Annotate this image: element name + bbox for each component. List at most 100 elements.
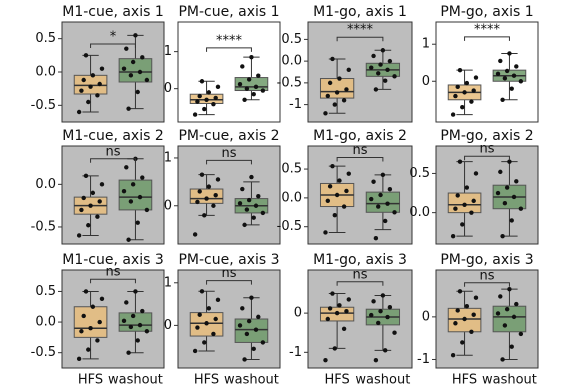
data-point (471, 312, 476, 317)
data-point (197, 189, 202, 194)
data-point (450, 233, 456, 239)
significance-bracket (206, 280, 252, 285)
data-point (240, 306, 245, 311)
y-tick-label: -0.5 (277, 75, 302, 90)
data-point (507, 286, 512, 292)
data-point (213, 316, 218, 322)
data-point (383, 348, 388, 353)
data-point (332, 346, 337, 351)
data-point (495, 311, 501, 316)
significance-label: ns (105, 144, 120, 159)
data-point (334, 90, 340, 95)
data-point (509, 344, 514, 349)
data-point (464, 80, 470, 86)
plot-background (177, 21, 281, 123)
data-point (369, 65, 374, 70)
data-point (341, 326, 347, 331)
x-tick-label: washout (108, 373, 163, 388)
y-tick-label: 0 (164, 318, 172, 333)
data-point (128, 324, 134, 330)
x-tick-label: HFS (452, 373, 477, 388)
data-point (256, 73, 261, 78)
data-point (81, 313, 86, 319)
data-point (511, 194, 517, 200)
data-point (249, 54, 254, 60)
data-point (88, 325, 93, 331)
data-point (215, 84, 221, 90)
data-point (511, 73, 517, 78)
data-point (86, 223, 91, 228)
data-point (464, 304, 470, 309)
significance-bracket (336, 281, 384, 286)
data-point (511, 314, 517, 320)
data-point (133, 33, 138, 38)
data-point (213, 193, 218, 198)
data-point (192, 112, 198, 117)
box (319, 78, 355, 99)
data-point (249, 174, 254, 180)
significance-bracket (464, 155, 510, 161)
data-point (99, 66, 105, 71)
data-point (385, 201, 390, 206)
data-point (387, 305, 393, 310)
data-point (344, 188, 349, 194)
x-tick-label: washout (224, 373, 279, 388)
data-point (79, 207, 84, 213)
data-point (495, 71, 501, 77)
data-point (325, 316, 331, 322)
data-point (215, 297, 221, 303)
data-point (237, 323, 243, 328)
data-point (140, 55, 145, 60)
data-point (251, 346, 256, 352)
data-point (204, 196, 209, 201)
data-point (242, 222, 247, 228)
data-point (392, 330, 397, 335)
data-point (502, 323, 508, 328)
data-point (383, 218, 388, 224)
data-point (199, 79, 205, 84)
y-tick-label: 0 (164, 81, 172, 96)
data-point (204, 97, 209, 102)
data-point (373, 87, 379, 92)
data-point (337, 303, 342, 308)
data-point (256, 193, 261, 199)
data-point (202, 106, 207, 112)
box (118, 312, 153, 332)
data-point (462, 316, 467, 322)
data-point (325, 198, 331, 203)
data-point (507, 51, 512, 56)
significance-bracket (336, 36, 384, 42)
data-point (195, 325, 200, 330)
data-point (453, 206, 458, 211)
data-point (121, 188, 127, 194)
data-point (128, 73, 134, 78)
y-tick-label: -0.5 (31, 98, 56, 113)
x-tick-label: washout (355, 373, 410, 388)
data-point (509, 218, 514, 223)
data-point (260, 340, 266, 345)
data-point (495, 190, 501, 196)
data-point (344, 308, 349, 314)
data-point (392, 210, 397, 215)
data-point (507, 159, 512, 164)
data-point (215, 177, 221, 182)
y-tick-label: -1 (417, 352, 430, 367)
data-point (213, 95, 218, 101)
box (118, 58, 153, 83)
data-point (79, 329, 84, 334)
data-point (462, 90, 467, 95)
panel-title: M1-go, axis 3 (313, 252, 407, 268)
box (234, 318, 269, 343)
data-point (244, 86, 250, 91)
data-point (83, 53, 89, 58)
data-point (369, 196, 374, 202)
data-point (330, 163, 335, 169)
data-point (237, 82, 243, 87)
data-point (140, 308, 145, 314)
data-point (371, 179, 376, 184)
significance-bracket (90, 278, 136, 284)
y-tick-label: 0.0 (35, 315, 56, 330)
x-tick-label: HFS (324, 373, 349, 388)
data-point (325, 93, 331, 99)
y-tick-label: 0.5 (281, 162, 302, 177)
